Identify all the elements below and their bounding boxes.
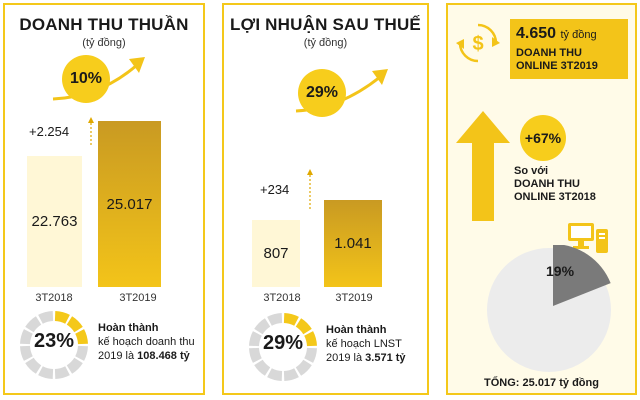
revenue-unit: (tỷ đồng) — [82, 37, 126, 49]
revenue-note-line3: 2019 là — [98, 350, 138, 362]
revenue-note-line2: kế hoạch doanh thu — [98, 336, 195, 348]
profit-donut-segment — [295, 359, 312, 376]
revenue-note: Hoàn thành kế hoạch doanh thu 2019 là 10… — [98, 321, 195, 363]
profit-donut-segment — [283, 368, 299, 381]
online-compare: So với DOANH THU ONLINE 3T2018 — [514, 165, 596, 204]
online-panel: $ 4.650 tỷ đồng DOANH THU ONLINE 3T2019 … — [446, 3, 637, 395]
profit-donut-segment — [283, 313, 299, 326]
profit-completion-value: 29% — [262, 332, 304, 354]
profit-donut-segment — [267, 368, 283, 381]
profit-panel: LỢI NHUẬN SAU THUẾ (tỷ đồng) 29% +234 80… — [222, 3, 429, 395]
increase-bracket-icon — [307, 169, 313, 209]
profit-note-target: 3.571 tỷ — [365, 352, 406, 364]
revenue-donut-segment — [38, 311, 54, 324]
revenue-panel: DOANH THU THUẦN (tỷ đồng) 10% +2.254 22.… — [3, 3, 205, 395]
profit-donut-segment — [249, 331, 262, 347]
profit-donut-segment — [254, 318, 271, 335]
profit-completion-donut — [249, 313, 317, 381]
pie-slice-online — [553, 245, 611, 306]
online-amount-unit: tỷ đồng — [560, 29, 597, 41]
revenue-note-bold: Hoàn thành — [98, 322, 159, 334]
revenue-donut-segment — [25, 316, 42, 333]
profit-growth-badge: 29% — [298, 69, 346, 117]
increase-bracket-icon — [88, 117, 94, 145]
revenue-bar-3t2019: 25.017 — [98, 121, 161, 287]
online-compare-line2: DOANH THU — [514, 178, 580, 190]
revenue-title: DOANH THU THUẦN — [19, 15, 189, 34]
online-label-line1: DOANH THU — [516, 47, 582, 59]
profit-donut-segment — [267, 313, 283, 326]
profit-donut-segment — [304, 331, 317, 347]
revenue-donut-segment — [54, 366, 70, 379]
revenue-bar-label-3t2019: 25.017 — [106, 195, 153, 213]
revenue-note-target: 108.468 tỷ — [137, 350, 190, 362]
online-amount-row: 4.650 tỷ đồng — [516, 25, 597, 43]
revenue-donut-segment — [66, 357, 83, 374]
revenue-bar-label-3t2018: 22.763 — [31, 213, 78, 230]
profit-bar-3t2018: 807 — [252, 220, 300, 287]
profit-xlabel-3t2019: 3T2019 — [335, 292, 373, 304]
profit-note: Hoàn thành kế hoạch LNST 2019 là 3.571 t… — [326, 323, 406, 365]
revenue-donut-segment — [66, 316, 83, 333]
profit-bar-3t2019: 1.041 — [324, 200, 382, 287]
online-label: DOANH THU ONLINE 3T2019 — [516, 47, 598, 73]
profit-title: LỢI NHUẬN SAU THUẾ — [230, 15, 421, 34]
online-total: TỔNG: 25.017 tỷ đồng — [484, 377, 599, 389]
online-share-label: 19% — [546, 263, 575, 279]
up-arrow-icon — [456, 111, 510, 221]
online-compare-line3: ONLINE 3T2018 — [514, 191, 596, 203]
revenue-bar-3t2018: 22.763 — [27, 156, 82, 287]
profit-donut-segment — [295, 318, 312, 335]
profit-xlabel-3t2018: 3T2018 — [263, 292, 301, 304]
online-growth-badge: +67% — [520, 115, 566, 161]
profit-donut-segment — [304, 347, 317, 363]
revenue-completion-donut — [20, 311, 88, 379]
revenue-completion-value: 23% — [33, 330, 75, 352]
profit-increase-label: +234 — [260, 182, 290, 197]
dollar-cycle-icon: $ — [456, 23, 500, 63]
profit-note-bold: Hoàn thành — [326, 324, 387, 336]
revenue-donut-segment — [75, 345, 88, 361]
profit-donut-segment — [254, 359, 271, 376]
profit-bar-label-3t2019: 1.041 — [334, 235, 372, 252]
online-revenue-box — [510, 19, 628, 79]
profit-note-line2: kế hoạch LNST — [326, 338, 402, 350]
profit-unit: (tỷ đồng) — [303, 37, 348, 49]
online-compare-line1: So với — [514, 165, 549, 177]
online-amount: 4.650 — [516, 25, 557, 42]
online-label-line2: ONLINE 3T2019 — [516, 60, 598, 72]
revenue-donut-segment — [38, 366, 54, 379]
profit-note-line3: 2019 là — [326, 352, 366, 364]
svg-text:$: $ — [472, 33, 483, 55]
computer-icon — [568, 223, 608, 253]
revenue-growth-badge: 10% — [62, 55, 110, 103]
revenue-donut-segment — [20, 329, 33, 345]
revenue-donut-segment — [20, 345, 33, 361]
revenue-xlabel-3t2018: 3T2018 — [35, 292, 73, 304]
online-share-pie — [487, 245, 611, 372]
profit-donut-segment — [249, 347, 262, 363]
profit-bar-label-3t2018: 807 — [263, 245, 289, 262]
revenue-donut-segment — [75, 329, 88, 345]
revenue-xlabel-3t2019: 3T2019 — [119, 292, 157, 304]
revenue-increase-label: +2.254 — [29, 124, 70, 139]
revenue-donut-segment — [25, 357, 42, 374]
revenue-donut-segment — [54, 311, 70, 324]
